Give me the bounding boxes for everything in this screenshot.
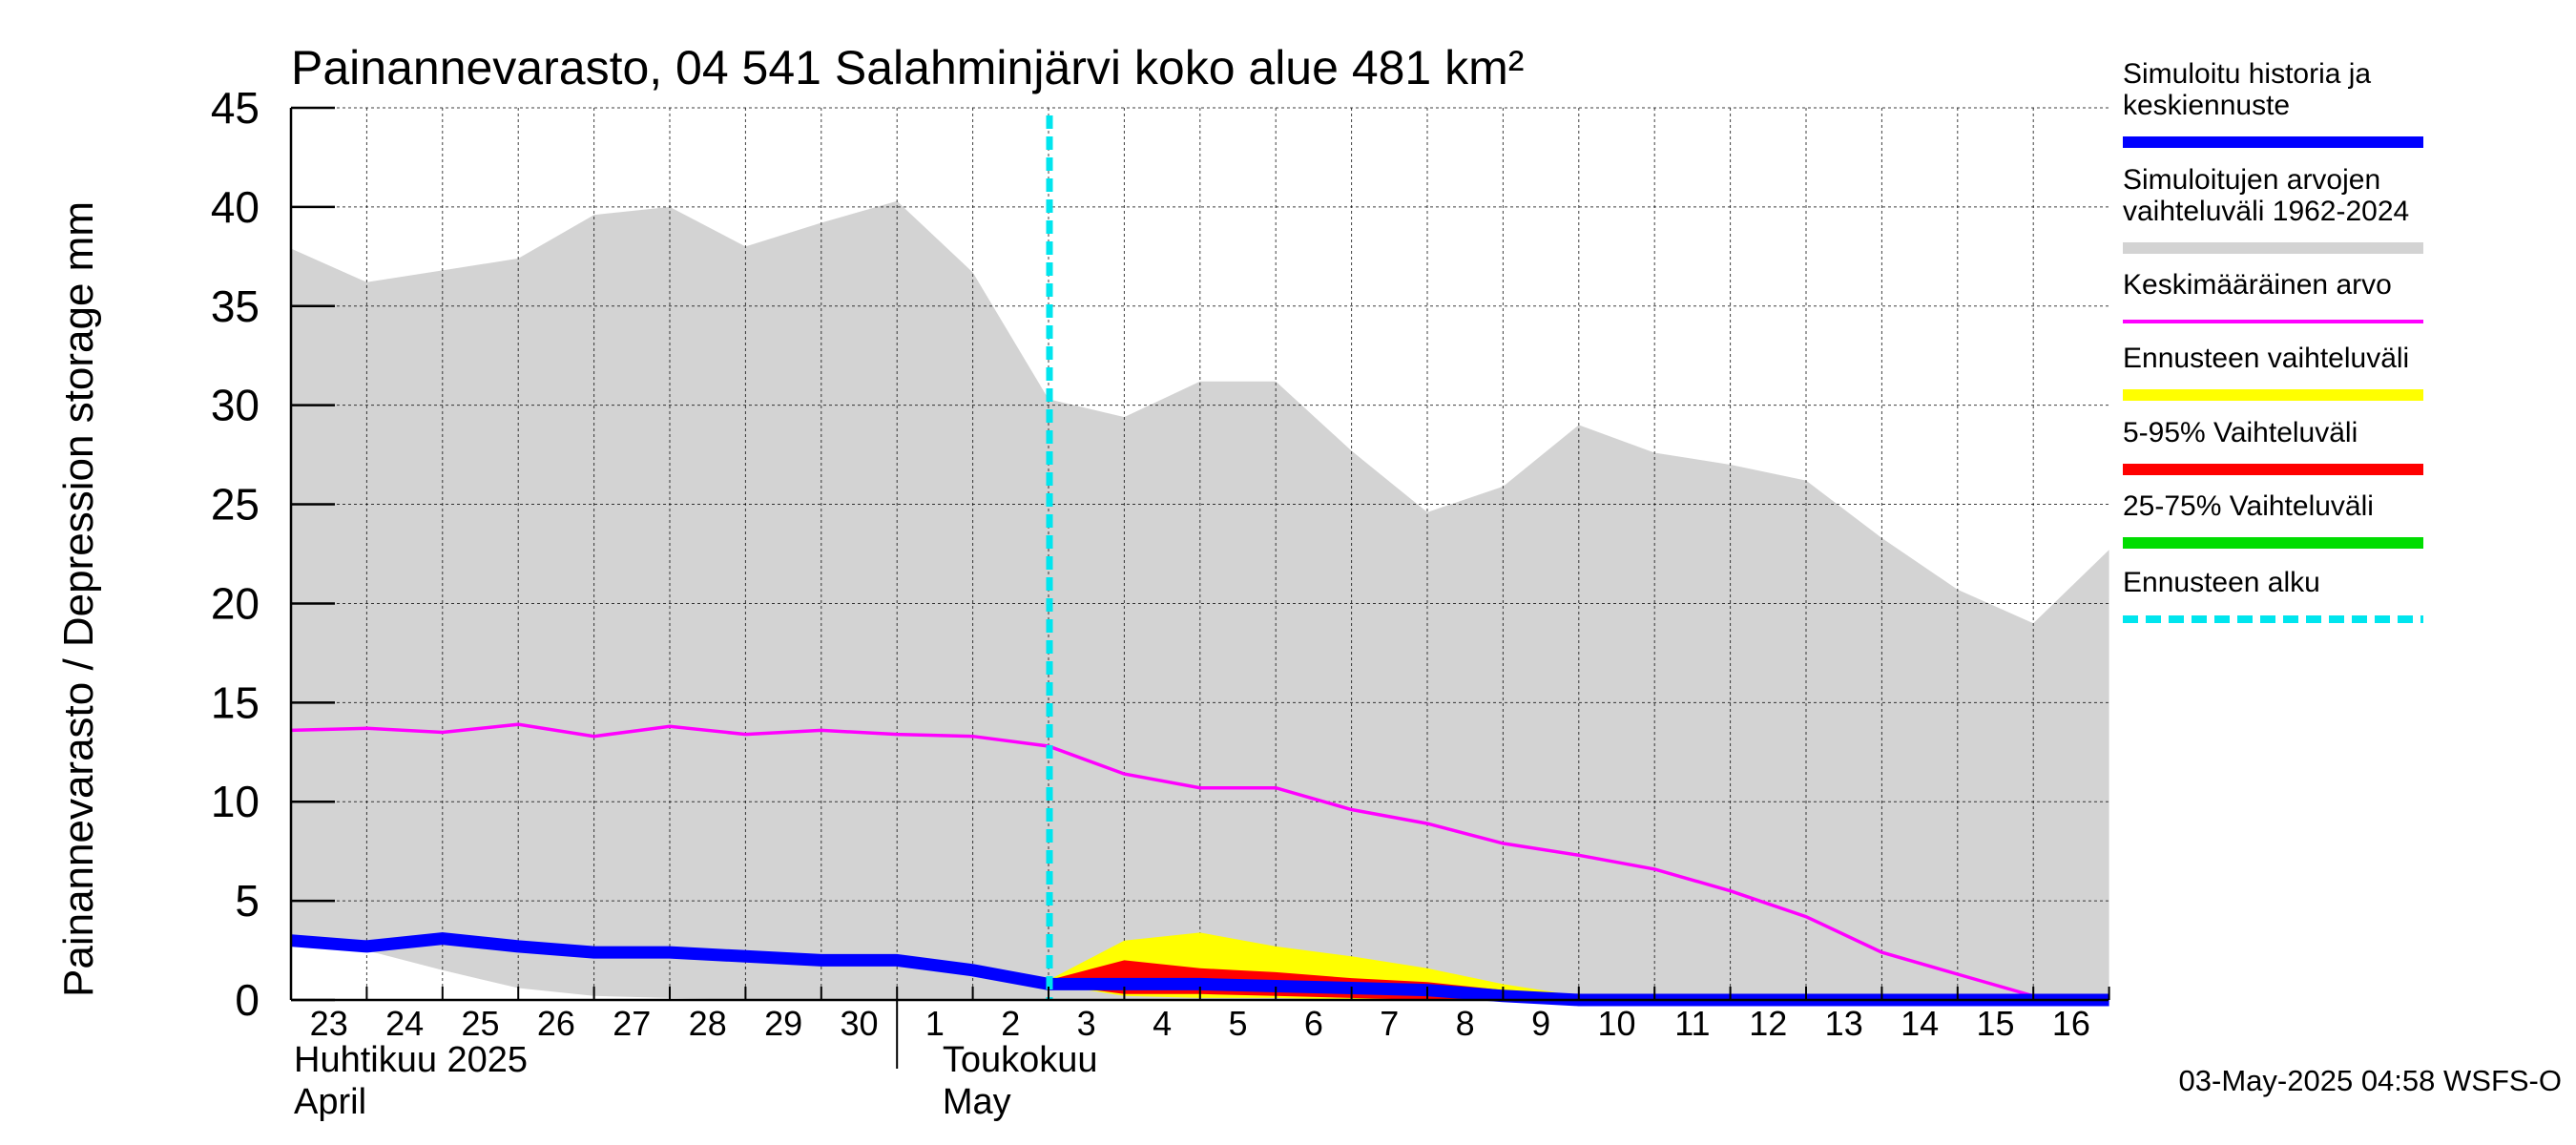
x-tick-label: 8 (1456, 1004, 1475, 1043)
y-tick-label: 40 (211, 182, 260, 232)
x-tick-label: 11 (1674, 1004, 1710, 1043)
timestamp-footer: 03-May-2025 04:58 WSFS-O (2179, 1064, 2562, 1097)
legend-item: Ennusteen vaihteluväli (2123, 343, 2423, 401)
x-tick-label: 9 (1531, 1004, 1550, 1043)
legend-label: Ennusteen alku (2123, 567, 2320, 598)
y-tick-label: 20 (211, 578, 260, 628)
legend-label: Simuloitujen arvojen (2123, 164, 2380, 196)
x-tick-label: 12 (1749, 1004, 1787, 1043)
x-tick-label: 28 (689, 1004, 727, 1043)
y-tick-label: 10 (211, 777, 260, 826)
x-tick-label: 16 (2052, 1004, 2090, 1043)
legend-label: Keskimääräinen arvo (2123, 269, 2392, 301)
y-tick-label: 30 (211, 381, 260, 430)
legend-item: 25-75% Vaihteluväli (2123, 490, 2423, 549)
y-tick-label: 35 (211, 281, 260, 331)
x-tick-label: 5 (1228, 1004, 1247, 1043)
y-tick-label: 5 (235, 876, 260, 926)
x-tick-label: 2 (1001, 1004, 1020, 1043)
x-tick-label: 4 (1153, 1004, 1172, 1043)
month-label-en: April (294, 1082, 366, 1122)
y-tick-label: 45 (211, 83, 260, 133)
x-tick-label: 6 (1304, 1004, 1323, 1043)
x-tick-label: 27 (613, 1004, 651, 1043)
x-tick-label: 24 (385, 1004, 424, 1043)
y-tick-label: 25 (211, 480, 260, 530)
legend-label: Ennusteen vaihteluväli (2123, 343, 2409, 374)
x-tick-label: 3 (1077, 1004, 1096, 1043)
x-tick-label: 29 (764, 1004, 802, 1043)
x-tick-label: 15 (1976, 1004, 2014, 1043)
x-tick-label: 25 (461, 1004, 499, 1043)
chart-title: Painannevarasto, 04 541 Salahminjärvi ko… (291, 41, 1524, 94)
x-tick-label: 14 (1901, 1004, 1939, 1043)
month-label-fi: Huhtikuu 2025 (294, 1040, 528, 1080)
x-tick-label: 10 (1597, 1004, 1635, 1043)
legend-item: Keskimääräinen arvo (2123, 269, 2423, 323)
legend-label: Simuloitu historia ja (2123, 58, 2371, 90)
x-tick-label: 23 (310, 1004, 348, 1043)
plot-area (290, 107, 2109, 1007)
legend: Simuloitu historia jakeskiennusteSimuloi… (2123, 58, 2423, 623)
x-tick-label: 26 (537, 1004, 575, 1043)
y-tick-label: 0 (235, 975, 260, 1025)
x-tick-label: 30 (840, 1004, 878, 1043)
legend-item: Ennusteen alku (2123, 567, 2423, 623)
legend-label: keskiennuste (2123, 90, 2290, 121)
series-mean-line (290, 722, 2109, 1002)
month-label-fi: Toukokuu (943, 1040, 1098, 1080)
x-tick-label: 7 (1380, 1004, 1399, 1043)
x-tick-label: 1 (925, 1004, 945, 1043)
legend-item: 5-95% Vaihteluväli (2123, 417, 2423, 475)
x-tick-label: 13 (1825, 1004, 1863, 1043)
y-tick-label: 15 (211, 677, 260, 727)
legend-label: vaihteluväli 1962-2024 (2123, 196, 2409, 227)
y-axis-label: Painannevarasto / Depression storage mm (55, 201, 102, 997)
legend-label: 25-75% Vaihteluväli (2123, 490, 2374, 522)
month-label-en: May (943, 1082, 1011, 1122)
legend-label: 5-95% Vaihteluväli (2123, 417, 2358, 448)
